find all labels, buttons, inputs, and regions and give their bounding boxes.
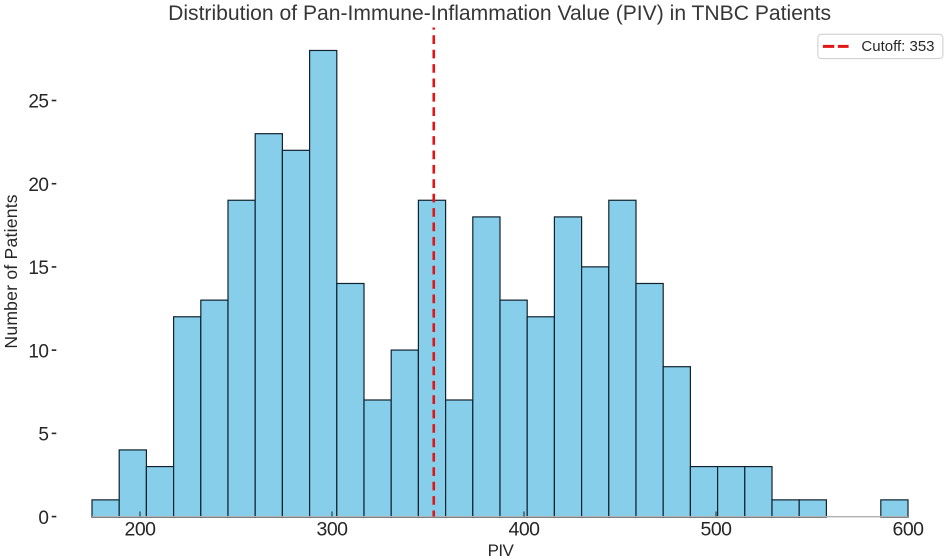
svg-text:0: 0 — [38, 508, 48, 529]
svg-text:25: 25 — [28, 92, 48, 113]
svg-text:400: 400 — [508, 518, 540, 540]
svg-text:Number of Patients: Number of Patients — [1, 194, 21, 348]
svg-text:20: 20 — [28, 175, 48, 196]
svg-text:300: 300 — [316, 518, 348, 540]
svg-text:PIV: PIV — [488, 541, 515, 560]
svg-text:15: 15 — [28, 258, 48, 279]
svg-text:5: 5 — [38, 425, 48, 446]
svg-text:200: 200 — [124, 518, 156, 540]
svg-text:Distribution of Pan-Immune-Inf: Distribution of Pan-Immune-Inflammation … — [168, 2, 831, 25]
svg-text:600: 600 — [892, 518, 924, 540]
svg-text:500: 500 — [700, 518, 732, 540]
svg-text:Cutoff: 353: Cutoff: 353 — [861, 38, 934, 55]
svg-text:10: 10 — [28, 341, 48, 362]
